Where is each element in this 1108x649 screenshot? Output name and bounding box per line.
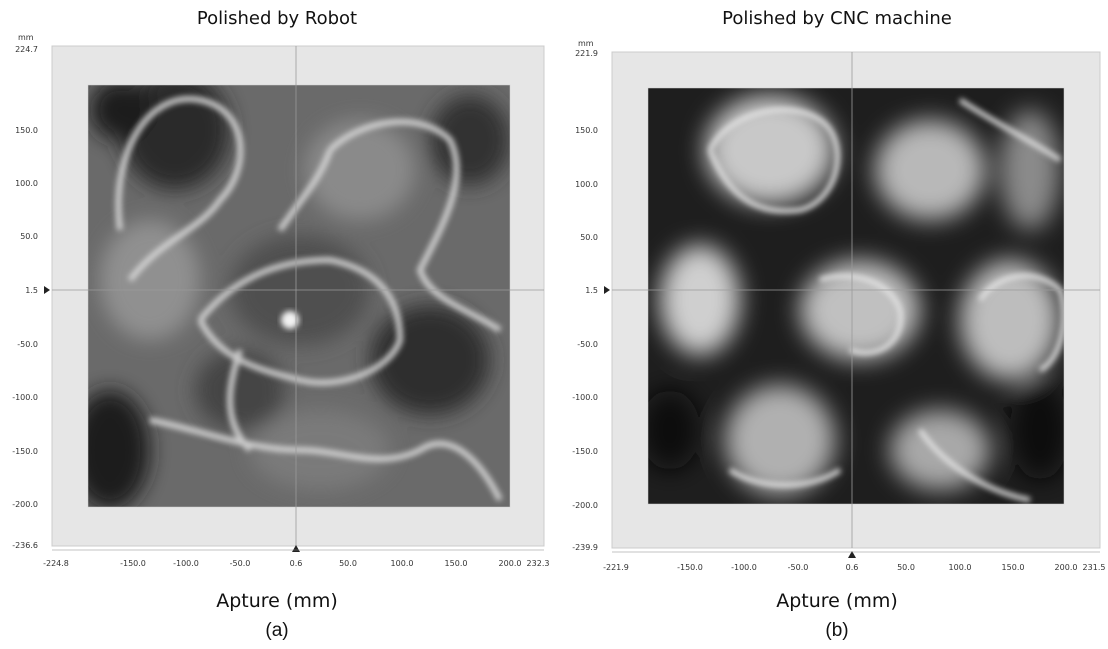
y-tick-label: 224.7	[15, 45, 38, 54]
surface-error-map	[88, 85, 510, 507]
y-tick-label: -200.0	[572, 501, 598, 510]
y-tick-label: -50.0	[17, 340, 38, 349]
y-axis: 221.9 150.0 100.0 50.0 1.5 -50.0 -100.0 …	[572, 49, 598, 552]
y-tick-label: -50.0	[577, 340, 598, 349]
x-tick-label: -224.8	[43, 559, 69, 568]
y-axis: 224.7 150.0 100.0 50.0 1.5 -50.0 -100.0 …	[12, 45, 38, 550]
x-marker-icon	[848, 551, 856, 558]
panel-robot: Polished by Robot mm	[0, 8, 554, 641]
x-tick-label: 100.0	[949, 563, 972, 572]
surface-error-map	[648, 88, 1064, 504]
panel-sublabel: (a)	[265, 620, 289, 641]
x-tick-label: 100.0	[391, 559, 414, 568]
surface-map-plot: mm	[560, 30, 1108, 585]
x-tick-label: -150.0	[677, 563, 703, 572]
y-marker-icon	[604, 286, 610, 294]
x-tick-label: 200.0	[1055, 563, 1078, 572]
x-tick-label: -150.0	[120, 559, 146, 568]
y-unit-label: mm	[578, 39, 594, 48]
x-tick-label: 232.3	[527, 559, 550, 568]
x-axis: -224.8 -150.0 -100.0 -50.0 0.6 50.0 100.…	[43, 549, 550, 568]
y-tick-label: 221.9	[575, 49, 598, 58]
y-tick-label: -236.6	[12, 541, 38, 550]
y-marker-icon	[44, 286, 50, 294]
x-tick-label: 0.6	[290, 559, 303, 568]
x-tick-label: -50.0	[230, 559, 251, 568]
y-tick-label: -239.9	[572, 543, 598, 552]
x-tick-label: 50.0	[339, 559, 357, 568]
panel-title: Polished by CNC machine	[722, 8, 952, 29]
x-tick-label: 0.6	[846, 563, 859, 572]
x-tick-label: 150.0	[445, 559, 468, 568]
panel-title: Polished by Robot	[196, 8, 358, 29]
x-tick-label: 231.5	[1083, 563, 1106, 572]
x-tick-label: -100.0	[173, 559, 199, 568]
y-tick-label: 1.5	[585, 286, 598, 295]
x-tick-label: 150.0	[1002, 563, 1025, 572]
x-tick-label: 200.0	[499, 559, 522, 568]
surface-map-plot: mm	[0, 30, 554, 585]
y-tick-label: -150.0	[12, 447, 38, 456]
y-tick-label: 100.0	[15, 179, 38, 188]
x-tick-label: 50.0	[897, 563, 915, 572]
x-tick-label: -50.0	[788, 563, 809, 572]
panel-sublabel: (b)	[825, 620, 849, 641]
y-tick-label: 150.0	[15, 126, 38, 135]
x-axis-label: Apture (mm)	[776, 590, 898, 612]
panel-cnc: Polished by CNC machine mm	[560, 0, 1108, 649]
y-tick-label: 1.5	[25, 286, 38, 295]
x-axis-label: Apture (mm)	[216, 590, 338, 612]
x-tick-label: -221.9	[603, 563, 629, 572]
y-tick-label: -150.0	[572, 447, 598, 456]
y-tick-label: 150.0	[575, 126, 598, 135]
y-unit-label: mm	[18, 33, 34, 42]
x-axis: -221.9 -150.0 -100.0 -50.0 0.6 50.0 100.…	[603, 551, 1106, 572]
x-tick-label: -100.0	[731, 563, 757, 572]
y-tick-label: 50.0	[20, 232, 38, 241]
y-tick-label: 100.0	[575, 180, 598, 189]
y-tick-label: -100.0	[572, 393, 598, 402]
y-tick-label: -200.0	[12, 500, 38, 509]
y-tick-label: 50.0	[580, 233, 598, 242]
y-tick-label: -100.0	[12, 393, 38, 402]
